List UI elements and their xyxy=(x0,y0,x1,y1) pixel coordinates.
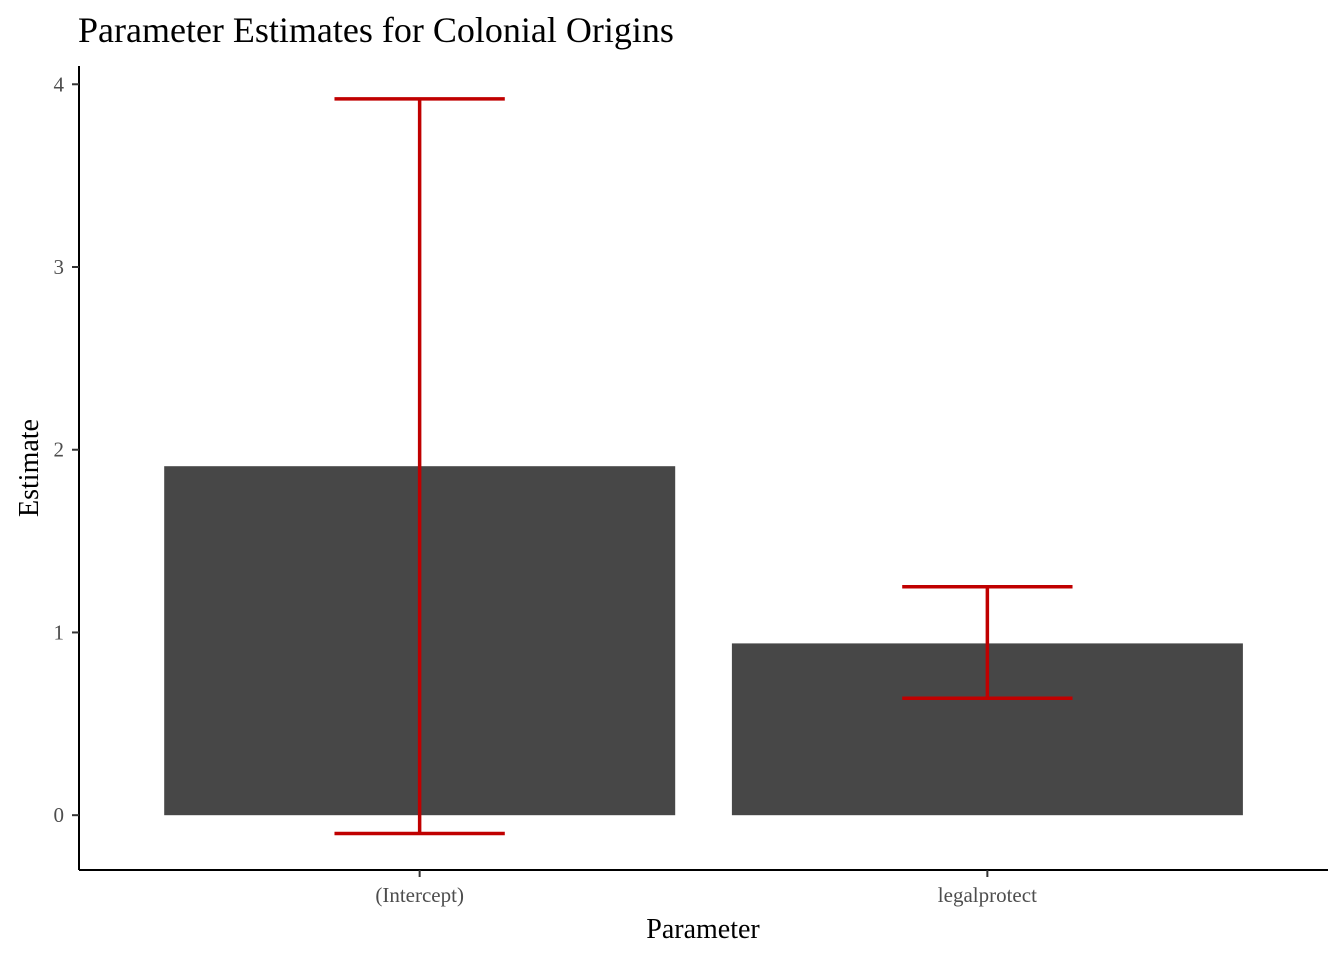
x-tick-label: legalprotect xyxy=(938,883,1037,907)
y-tick-label: 1 xyxy=(54,620,65,644)
y-axis-title: Estimate xyxy=(14,419,45,517)
x-axis-title: Parameter xyxy=(646,914,760,945)
x-tick-label: (Intercept) xyxy=(375,883,464,907)
error-bar-1 xyxy=(902,585,1073,700)
y-tick-label: 4 xyxy=(54,72,65,96)
error-bar-0 xyxy=(334,97,505,836)
plot-area: 0 1 2 3 4 (Intercept) legalprotect xyxy=(54,66,1328,907)
chart-title: Parameter Estimates for Colonial Origins xyxy=(78,10,674,50)
y-tick-label: 2 xyxy=(54,438,65,462)
y-tick-label: 3 xyxy=(54,255,65,279)
y-tick-label: 0 xyxy=(54,803,65,827)
